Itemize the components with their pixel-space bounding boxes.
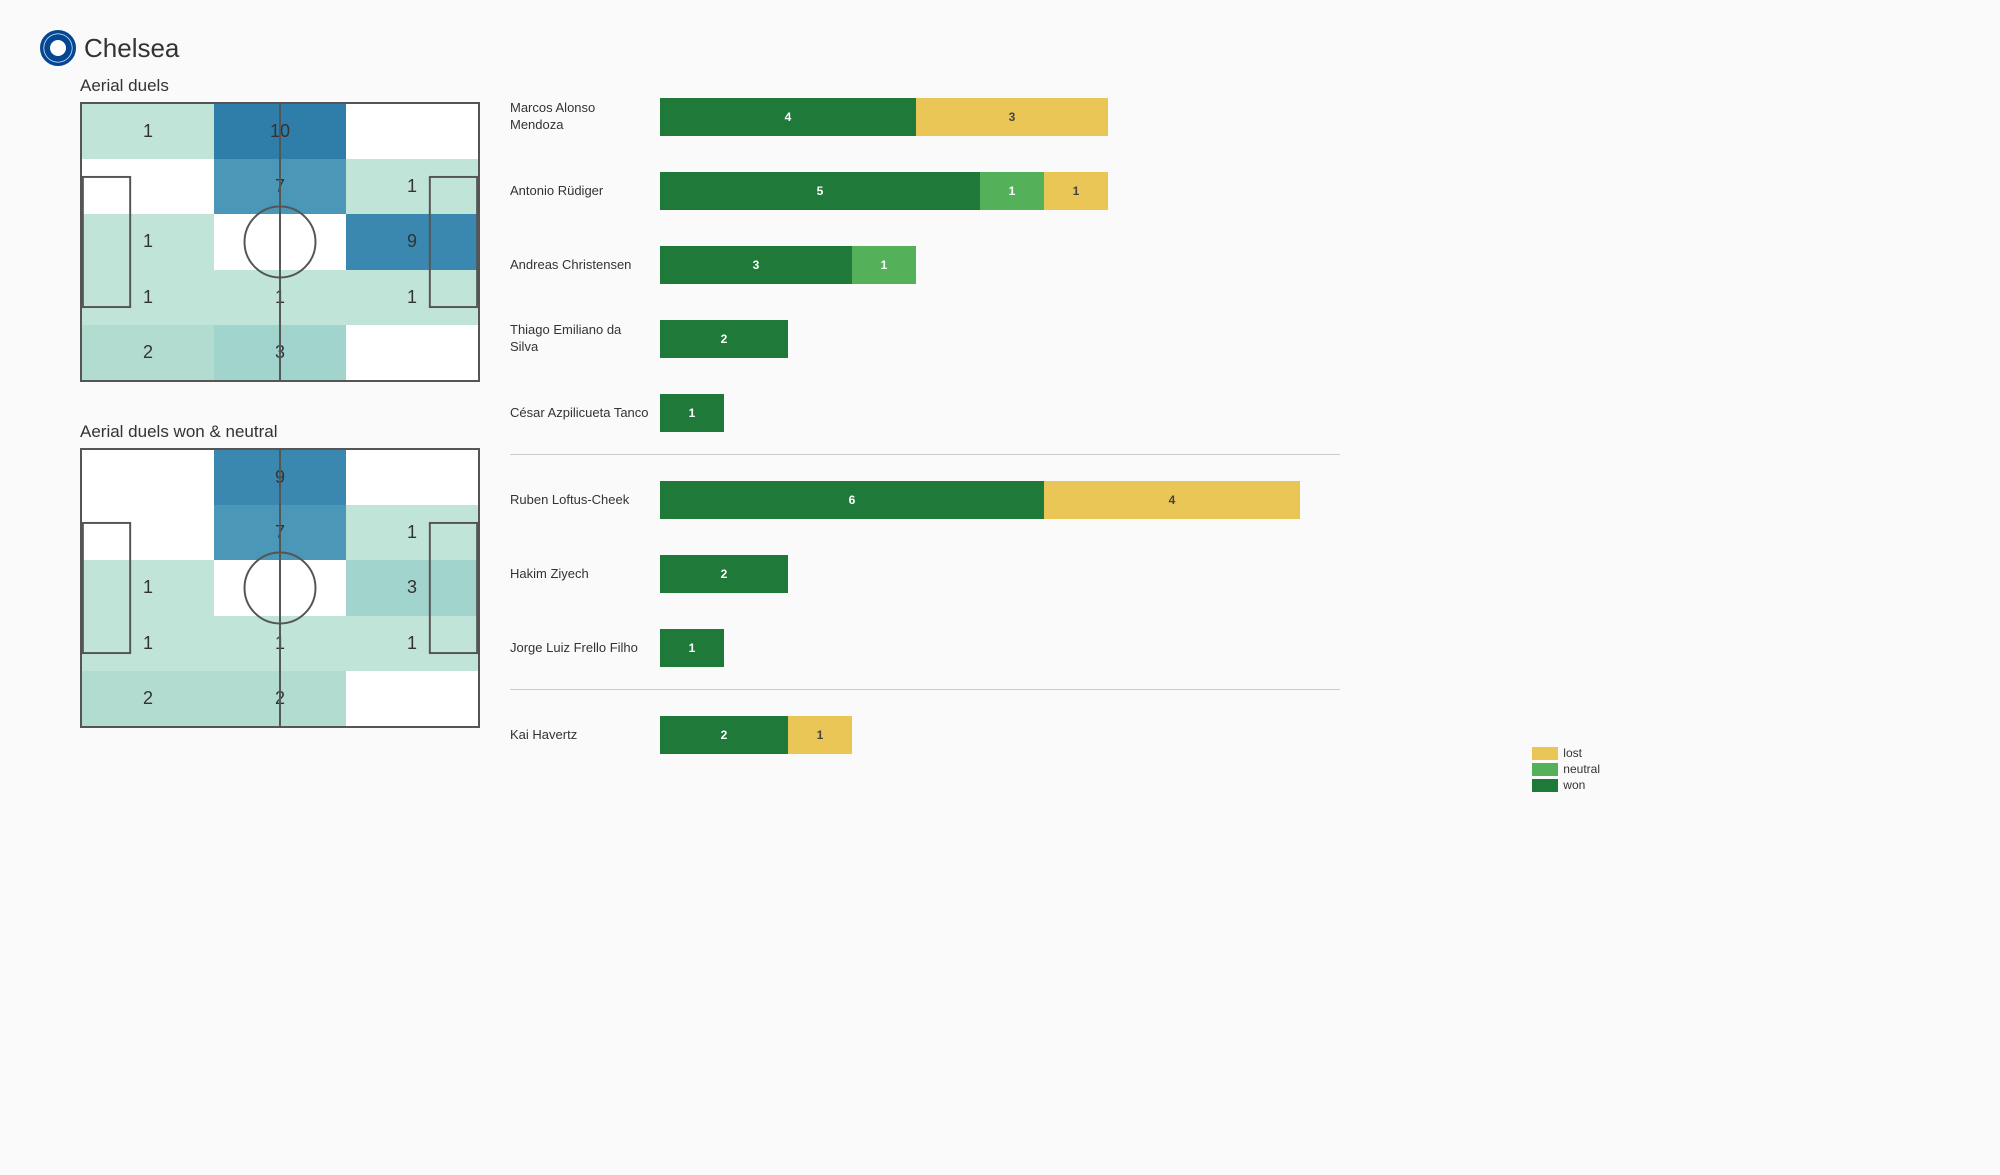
heatmap-cell: 1 [214,616,346,671]
player-row: Kai Havertz21 [510,698,1460,772]
pitch-duels: 110711911123 [80,102,480,382]
heatmap-cell [346,104,478,159]
player-bar: 1 [660,394,1310,432]
legend-swatch [1532,779,1558,792]
page: Chelsea Aerial duels 110711911123 Aerial… [40,30,1460,772]
bar-segment-won: 3 [660,246,852,284]
player-name: Marcos Alonso Mendoza [510,100,660,134]
player-bar: 511 [660,172,1310,210]
heatmap-cell: 1 [82,104,214,159]
bar-segment-lost: 1 [788,716,852,754]
heatmap-cell: 2 [82,671,214,726]
heatmap-cell: 9 [346,214,478,269]
heatmap-cell: 3 [346,560,478,615]
heatmap-cell [346,325,478,380]
bar-segment-neutral: 1 [852,246,916,284]
bar-segment-lost: 4 [1044,481,1300,519]
bar-segment-won: 2 [660,555,788,593]
player-bar: 1 [660,629,1310,667]
heatmap-cell: 1 [346,159,478,214]
heatmap-cell: 1 [82,270,214,325]
group-divider [510,689,1340,690]
player-name: César Azpilicueta Tanco [510,405,660,422]
heatmap-cell: 3 [214,325,346,380]
heatmap-cell: 1 [346,505,478,560]
player-row: Antonio Rüdiger511 [510,154,1460,228]
player-row: Jorge Luiz Frello Filho1 [510,611,1460,685]
pitch2-title: Aerial duels won & neutral [80,422,470,442]
player-name: Thiago Emiliano da Silva [510,322,660,356]
bar-segment-won: 2 [660,320,788,358]
heatmap-cell [346,450,478,505]
heatmap-column: Aerial duels 110711911123 Aerial duels w… [40,70,470,772]
team-logo-inner [48,38,68,58]
bar-segment-won: 1 [660,629,724,667]
heatmap-cell: 1 [82,616,214,671]
heatmap-cell: 1 [82,560,214,615]
bar-segment-neutral: 1 [980,172,1044,210]
heatmap-cell [214,214,346,269]
group-divider [510,454,1340,455]
player-name: Hakim Ziyech [510,566,660,583]
pitch-won-grid: 9711311122 [82,450,478,726]
team-title: Chelsea [84,33,179,64]
legend-row: won [1532,778,1600,792]
pitch-duels-grid: 110711911123 [82,104,478,380]
heatmap-cell: 2 [214,671,346,726]
heatmap-cell: 10 [214,104,346,159]
legend-label: lost [1563,746,1582,760]
bar-segment-won: 5 [660,172,980,210]
main-layout: Aerial duels 110711911123 Aerial duels w… [40,70,1460,772]
heatmap-cell: 1 [214,270,346,325]
legend-swatch [1532,747,1558,760]
player-row: Andreas Christensen31 [510,228,1460,302]
heatmap-cell: 7 [214,505,346,560]
bar-segment-lost: 3 [916,98,1108,136]
bar-chart: Marcos Alonso Mendoza43Antonio Rüdiger51… [510,70,1460,772]
player-bar: 43 [660,98,1310,136]
heatmap-cell: 1 [346,270,478,325]
player-row: Thiago Emiliano da Silva2 [510,302,1460,376]
heatmap-cell: 1 [82,214,214,269]
player-bar: 31 [660,246,1310,284]
player-row: César Azpilicueta Tanco1 [510,376,1460,450]
bar-segment-won: 6 [660,481,1044,519]
team-header: Chelsea [40,30,1460,66]
player-bar: 2 [660,320,1310,358]
player-row: Ruben Loftus-Cheek64 [510,463,1460,537]
heatmap-cell: 1 [346,616,478,671]
heatmap-cell [82,450,214,505]
bar-segment-lost: 1 [1044,172,1108,210]
player-bar: 2 [660,555,1310,593]
player-row: Hakim Ziyech2 [510,537,1460,611]
heatmap-cell: 7 [214,159,346,214]
bar-rows-container: Marcos Alonso Mendoza43Antonio Rüdiger51… [510,80,1460,772]
player-name: Antonio Rüdiger [510,183,660,200]
bar-segment-won: 4 [660,98,916,136]
player-name: Andreas Christensen [510,257,660,274]
heatmap-cell [346,671,478,726]
bar-segment-won: 2 [660,716,788,754]
player-name: Jorge Luiz Frello Filho [510,640,660,657]
legend-row: neutral [1532,762,1600,776]
legend-swatch [1532,763,1558,776]
legend-row: lost [1532,746,1600,760]
heatmap-cell [82,159,214,214]
legend: lost neutral won [1532,744,1600,792]
heatmap-cell [214,560,346,615]
team-logo [40,30,76,66]
bar-segment-won: 1 [660,394,724,432]
heatmap-cell: 2 [82,325,214,380]
player-name: Ruben Loftus-Cheek [510,492,660,509]
pitch-won: 9711311122 [80,448,480,728]
heatmap-cell: 9 [214,450,346,505]
player-bar: 21 [660,716,1310,754]
heatmap-cell [82,505,214,560]
player-bar: 64 [660,481,1310,519]
legend-label: won [1563,778,1585,792]
pitch1-title: Aerial duels [80,76,470,96]
player-row: Marcos Alonso Mendoza43 [510,80,1460,154]
legend-label: neutral [1563,762,1600,776]
player-name: Kai Havertz [510,727,660,744]
